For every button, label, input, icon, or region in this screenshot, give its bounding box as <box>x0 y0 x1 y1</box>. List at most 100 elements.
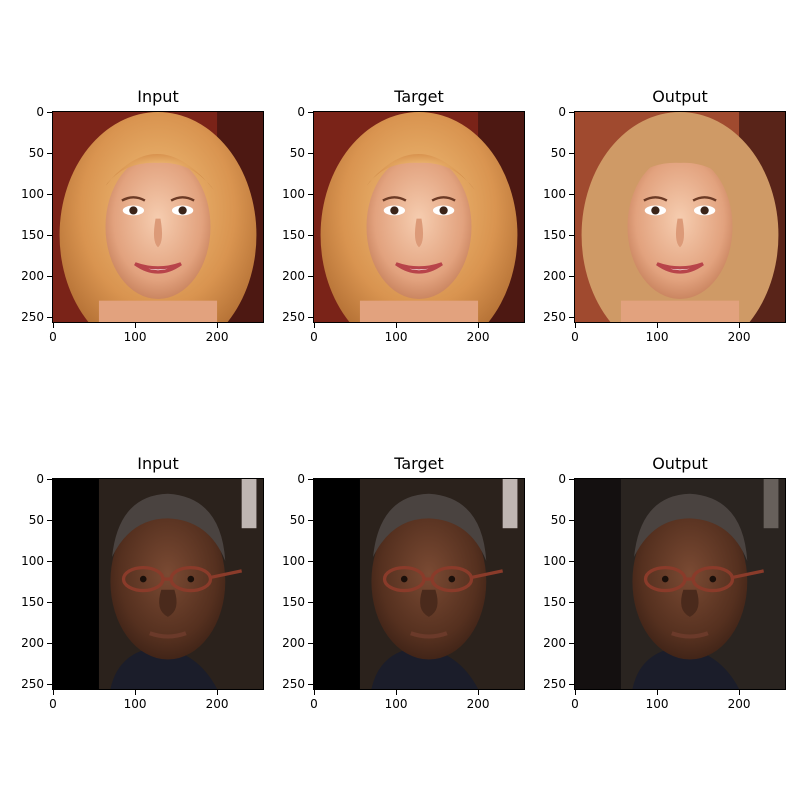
y-tick-label: 100 <box>543 554 566 569</box>
man-with-glasses-output-image <box>574 478 786 690</box>
y-tick <box>308 561 313 563</box>
x-tick <box>575 323 576 328</box>
y-tick-label: 0 <box>297 105 305 119</box>
y-tick <box>47 317 52 319</box>
y-tick-label: 150 <box>543 228 566 243</box>
blonde-woman-input-image <box>52 111 264 323</box>
y-tick <box>308 520 313 522</box>
y-tick-label: 0 <box>558 472 566 486</box>
blonde-woman-input-panel: Input 0 100 200 0 50 100 150 200 250 <box>21 87 264 344</box>
y-tick <box>569 235 574 237</box>
y-tick-label: 150 <box>282 228 305 243</box>
man-with-glasses-target-panel: Target 0 100 200 0 50 100 150 200 250 <box>282 454 525 711</box>
y-tick <box>569 194 574 196</box>
x-tick-label: 0 <box>310 697 318 711</box>
y-tick-label: 50 <box>28 513 44 528</box>
y-tick-label: 200 <box>21 269 44 284</box>
x-tick <box>657 690 659 695</box>
y-tick-label: 200 <box>282 636 305 651</box>
y-tick-label: 150 <box>21 228 44 243</box>
man-with-glasses-output-panel: Output 0 100 200 0 50 100 150 200 250 <box>543 454 786 711</box>
y-tick <box>569 276 574 278</box>
x-tick-label: 200 <box>466 330 490 344</box>
blonde-woman-output-image <box>574 111 786 323</box>
x-tick-label: 200 <box>205 330 229 344</box>
x-tick <box>657 323 659 328</box>
y-tick-label: 50 <box>28 146 44 161</box>
y-tick <box>47 479 52 480</box>
y-tick <box>47 561 52 563</box>
x-tick-label: 100 <box>645 330 669 344</box>
x-tick <box>53 690 54 695</box>
y-tick-label: 200 <box>282 269 305 284</box>
y-tick-label: 0 <box>558 105 566 119</box>
x-tick <box>478 690 480 695</box>
y-tick-label: 200 <box>21 636 44 651</box>
x-tick-label: 200 <box>205 697 229 711</box>
y-tick <box>47 643 52 645</box>
y-tick-label: 100 <box>21 554 44 569</box>
y-tick-label: 200 <box>543 269 566 284</box>
x-tick <box>217 690 219 695</box>
y-tick-label: 100 <box>282 554 305 569</box>
y-tick <box>569 112 574 113</box>
y-tick <box>569 479 574 480</box>
x-tick-label: 200 <box>727 330 751 344</box>
y-tick <box>569 602 574 604</box>
y-tick <box>47 194 52 196</box>
panel-title: Output <box>652 454 708 473</box>
y-tick <box>47 602 52 604</box>
x-tick-label: 0 <box>49 697 57 711</box>
x-tick-label: 0 <box>49 330 57 344</box>
y-tick-label: 150 <box>21 595 44 610</box>
y-tick <box>47 235 52 237</box>
y-tick <box>569 153 574 155</box>
y-tick-label: 250 <box>543 677 566 692</box>
blonde-woman-target-panel: Target 0 100 200 0 50 100 150 200 250 <box>282 87 525 344</box>
y-tick-label: 250 <box>282 677 305 692</box>
x-tick <box>739 690 741 695</box>
x-tick <box>478 323 480 328</box>
x-tick <box>53 323 54 328</box>
y-tick <box>308 235 313 237</box>
y-tick <box>308 602 313 604</box>
y-tick-label: 100 <box>282 187 305 202</box>
y-tick-label: 50 <box>550 146 566 161</box>
x-tick-label: 100 <box>384 697 408 711</box>
y-tick-label: 0 <box>297 472 305 486</box>
y-tick-label: 0 <box>36 105 44 119</box>
y-tick <box>569 684 574 686</box>
man-with-glasses-input-panel: Input 0 100 200 0 50 100 150 200 250 <box>21 454 264 711</box>
y-tick-label: 100 <box>543 187 566 202</box>
y-tick-label: 200 <box>543 636 566 651</box>
x-tick <box>575 690 576 695</box>
y-tick <box>308 684 313 686</box>
y-tick <box>47 112 52 113</box>
y-tick <box>308 153 313 155</box>
y-tick <box>47 684 52 686</box>
y-tick <box>569 520 574 522</box>
y-tick <box>308 112 313 113</box>
x-tick-label: 0 <box>310 330 318 344</box>
y-tick <box>308 276 313 278</box>
x-tick <box>739 323 741 328</box>
x-tick-label: 100 <box>384 330 408 344</box>
panel-title: Target <box>394 87 444 106</box>
y-tick <box>308 317 313 319</box>
x-tick-label: 100 <box>123 697 147 711</box>
x-tick-label: 200 <box>727 697 751 711</box>
y-tick-label: 50 <box>289 513 305 528</box>
y-tick-label: 100 <box>21 187 44 202</box>
y-tick <box>569 643 574 645</box>
y-tick-label: 250 <box>282 310 305 325</box>
panel-title: Input <box>137 454 179 473</box>
y-tick <box>569 317 574 319</box>
blonde-woman-target-image <box>313 111 525 323</box>
x-tick-label: 0 <box>571 330 579 344</box>
y-tick-label: 150 <box>282 595 305 610</box>
x-tick <box>314 690 315 695</box>
y-tick <box>47 276 52 278</box>
x-tick-label: 100 <box>645 697 669 711</box>
x-tick <box>135 323 137 328</box>
x-tick <box>217 323 219 328</box>
